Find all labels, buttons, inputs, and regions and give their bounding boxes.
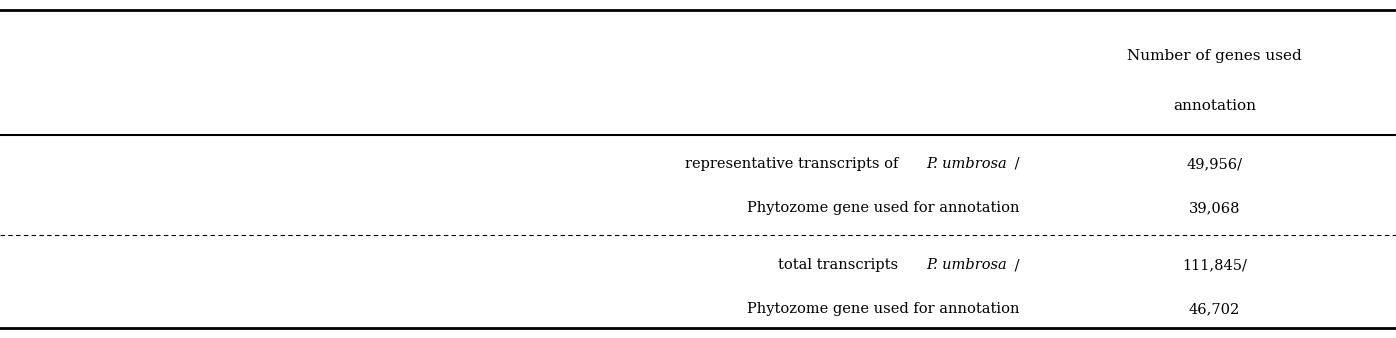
- Text: annotation: annotation: [1173, 99, 1256, 114]
- Text: representative transcripts of: representative transcripts of: [684, 157, 903, 171]
- Text: total transcripts: total transcripts: [778, 258, 903, 272]
- Text: P. umbrosa: P. umbrosa: [926, 157, 1007, 171]
- Text: 46,702: 46,702: [1189, 302, 1240, 316]
- Text: Number of genes used: Number of genes used: [1127, 49, 1302, 63]
- Text: Phytozome gene used for annotation: Phytozome gene used for annotation: [747, 201, 1019, 215]
- Text: /: /: [1009, 258, 1019, 272]
- Text: Phytozome gene used for annotation: Phytozome gene used for annotation: [747, 302, 1019, 316]
- Text: 49,956/: 49,956/: [1187, 157, 1242, 171]
- Text: 39,068: 39,068: [1189, 201, 1240, 215]
- Text: P. umbrosa: P. umbrosa: [926, 258, 1007, 272]
- Text: 111,845/: 111,845/: [1182, 258, 1247, 272]
- Text: /: /: [1009, 157, 1019, 171]
